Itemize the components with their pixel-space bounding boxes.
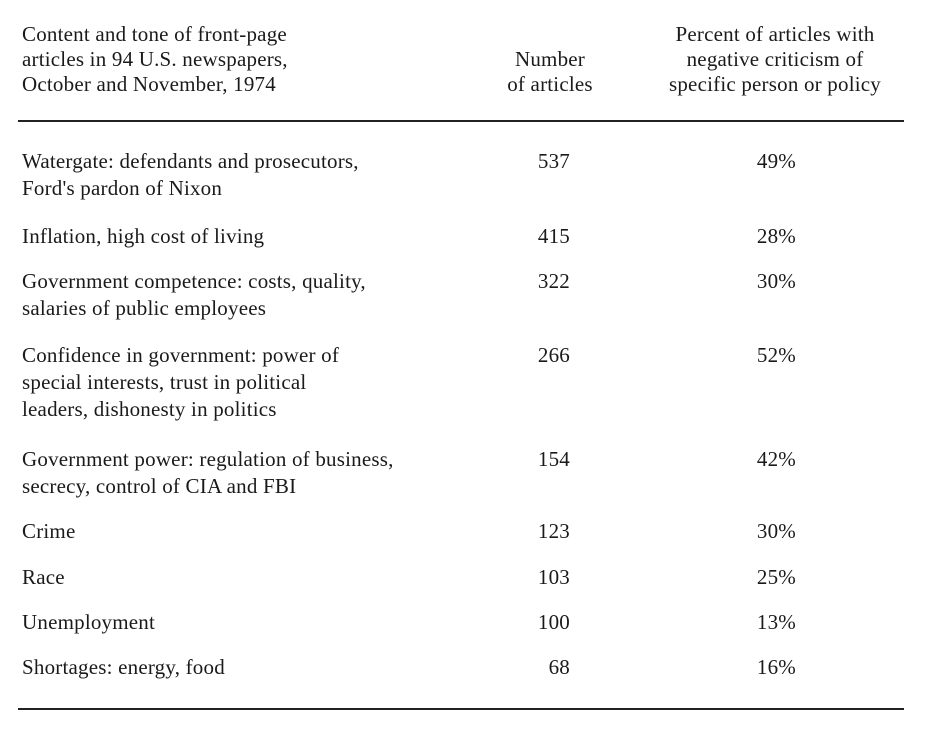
row-topic: Government competence: costs, quality, s… [22, 269, 366, 320]
footer-rule [18, 708, 904, 710]
row-topic: Inflation, high cost of living [22, 224, 265, 248]
row-count: 266 [537, 343, 570, 367]
row-topic: Government power: regulation of business… [22, 447, 394, 498]
row-percent: 16% [756, 655, 796, 679]
row-topic: Shortages: energy, food [22, 655, 225, 679]
row-count: 537 [537, 149, 570, 173]
header-count: Number of articles [507, 47, 593, 96]
row-topic: Confidence in government: power of speci… [22, 343, 340, 421]
row-count: 154 [537, 447, 570, 471]
row-count: 100 [537, 610, 570, 634]
header-topic: Content and tone of front-page articles … [22, 22, 288, 96]
row-count: 322 [537, 269, 570, 293]
header-rule [18, 120, 904, 122]
row-percent: 52% [756, 343, 796, 367]
row-count: 103 [537, 565, 570, 589]
row-percent: 25% [756, 565, 796, 589]
row-percent: 49% [756, 149, 796, 173]
header-percent: Percent of articles with negative critic… [668, 22, 882, 96]
row-count: 415 [537, 224, 570, 248]
row-topic: Crime [22, 519, 76, 543]
row-topic: Race [22, 565, 65, 589]
row-percent: 28% [756, 224, 796, 248]
row-topic: Watergate: defendants and prosecutors, F… [22, 149, 359, 200]
row-percent: 30% [756, 519, 796, 543]
row-count: 68 [548, 655, 570, 679]
row-topic: Unemployment [22, 610, 156, 634]
row-percent: 30% [756, 269, 796, 293]
row-percent: 42% [756, 447, 796, 471]
row-count: 123 [537, 519, 570, 543]
row-percent: 13% [756, 610, 796, 634]
